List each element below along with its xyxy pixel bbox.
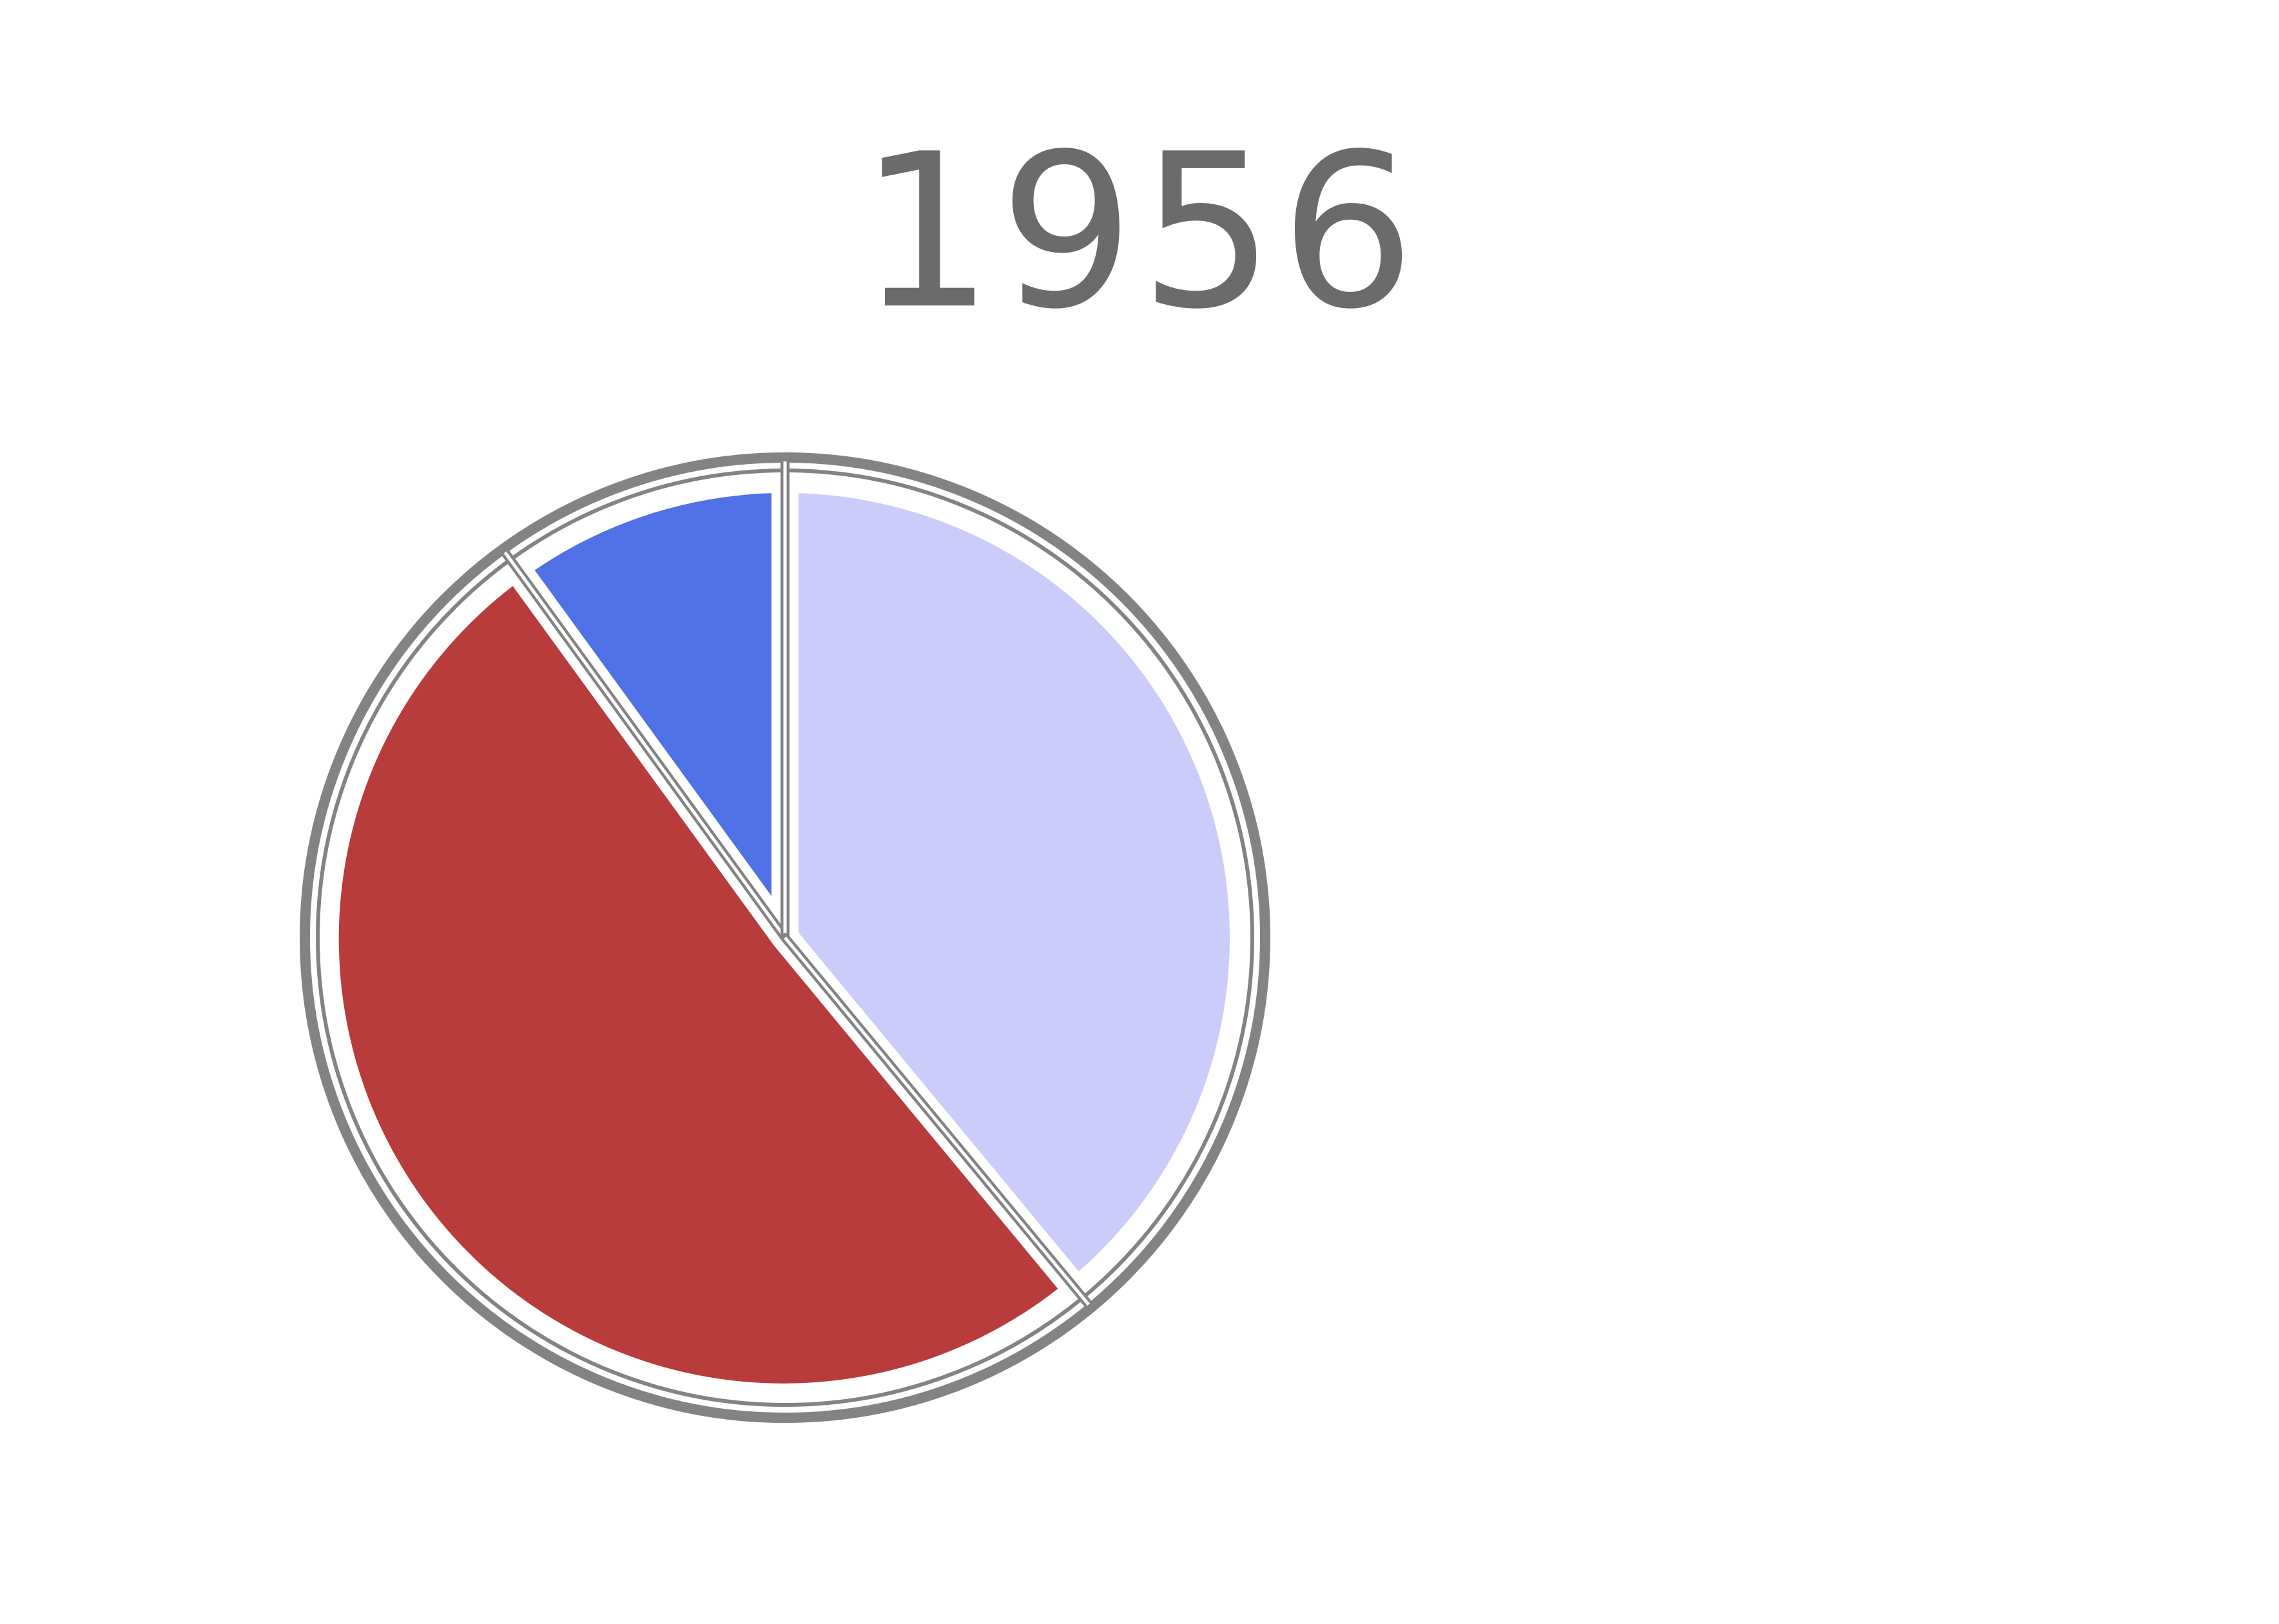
- pie-slices: [338, 493, 1230, 1384]
- chart-title: 1956: [858, 108, 1421, 356]
- slice-small: [534, 493, 771, 896]
- slice-medium: [799, 493, 1230, 1271]
- slice-divider-inner: [784, 936, 1091, 1306]
- pie-outline: [300, 452, 1270, 1423]
- slice-large: [338, 586, 1058, 1384]
- slice-divider-inner: [503, 551, 787, 939]
